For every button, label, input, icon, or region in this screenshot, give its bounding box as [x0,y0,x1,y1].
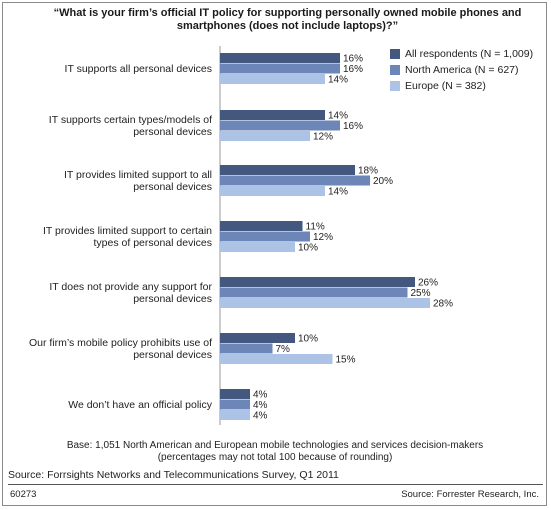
chart-title: “What is your firm’s official IT policy … [53,7,522,32]
data-label: 16% [343,121,363,132]
category-label: We don’t have an official policy [12,399,212,411]
category-label: IT provides limited support to all person… [12,169,212,193]
data-label: 14% [328,75,348,86]
bar [220,354,333,364]
category-label: IT supports certain types/models of perso… [12,114,212,138]
bar [220,175,370,186]
legend-swatch [390,65,400,75]
bar [220,298,430,308]
base-note-line-2: (percentages may not total 100 because o… [157,452,393,463]
data-label: 16% [343,64,363,75]
category-label-line: personal devices [133,348,212,361]
data-label: 12% [313,232,333,243]
category-label-line: Our firm’s mobile policy prohibits use o… [28,336,212,349]
bar [220,242,295,252]
legend-label: All respondents (N = 1,009) [405,48,534,60]
category-label-line: personal devices [133,292,212,305]
legend-label: Europe (N = 382) [405,80,486,92]
data-label: 14% [328,187,348,198]
bar [220,389,250,399]
category-label: Our firm’s mobile policy prohibits use o… [12,337,212,361]
base-note-line-1: Base: 1,051 North American and European … [66,440,484,451]
category-label: IT supports all personal devices [12,63,212,75]
category-label-line: We don’t have an official policy [68,398,212,411]
bar [220,120,340,131]
category-label-line: IT supports all personal devices [64,62,212,75]
category-label-line: IT supports certain types/models of [48,113,212,126]
category-label-line: personal devices [133,125,212,138]
bar [220,53,340,63]
data-label: 4% [253,390,268,401]
data-label: 12% [313,132,333,143]
bar [220,186,325,196]
category-label: IT provides limited support to certain ty… [12,225,212,249]
bar [220,343,273,354]
category-label-line: IT provides limited support to certain [42,224,212,237]
bar [220,231,310,242]
data-label: 7% [276,344,291,355]
data-label: 10% [298,243,318,254]
data-label: 28% [433,299,453,310]
category-label-line: personal devices [133,180,212,193]
bar-chart: 16%16%14%14%16%12%18%20%14%11%12%10%26%2… [219,46,453,425]
data-label: 20% [373,176,393,187]
figure-id: 60273 [10,489,37,500]
bar [220,110,325,120]
data-label: 25% [411,288,431,299]
publisher-credit: Source: Forrester Research, Inc. [401,489,539,500]
data-label: 15% [336,355,356,366]
bar [220,287,408,298]
legend-label: North America (N = 627) [405,64,519,76]
legend-swatch [390,49,400,59]
bar [220,399,250,410]
category-label-line: IT provides limited support to all [63,168,212,181]
data-label: 4% [253,411,268,422]
bar [220,221,303,231]
legend-swatch [390,81,400,91]
survey-source: Source: Forrsights Networks and Telecomm… [8,468,543,485]
bar [220,277,415,287]
bar [220,165,355,175]
category-label-line: IT does not provide any support for [49,280,212,293]
figure-frame [2,2,547,506]
data-label: 16% [343,54,363,65]
data-label: 4% [253,400,268,411]
data-label: 11% [306,222,325,233]
bar [220,74,325,84]
data-label: 14% [328,111,348,122]
bar [220,63,340,74]
bar [220,131,310,141]
data-label: 26% [418,278,438,289]
data-label: 18% [358,166,378,177]
category-label: IT does not provide any support for perso… [12,281,212,305]
data-label: 10% [298,334,318,345]
bar [220,410,250,420]
category-label-line: types of personal devices [93,236,212,249]
bar [220,333,295,343]
base-note: Base: 1,051 North American and European … [10,440,540,464]
